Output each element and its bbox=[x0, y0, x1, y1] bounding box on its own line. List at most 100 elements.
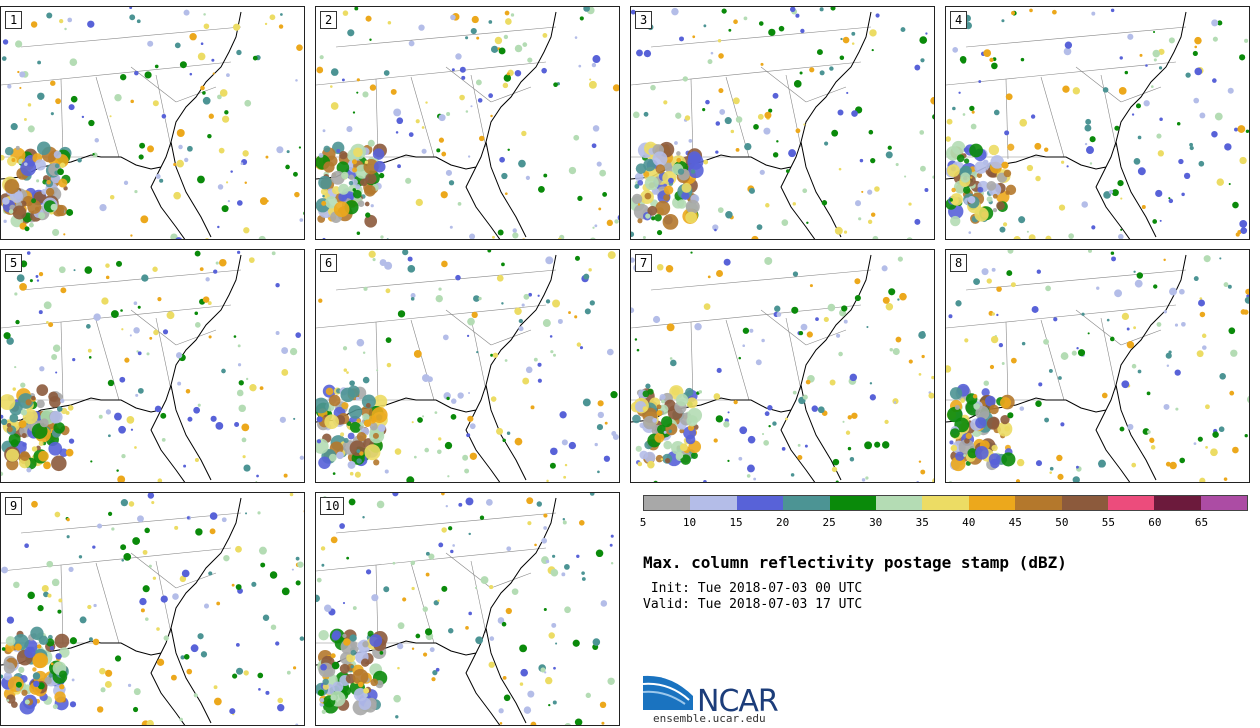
reflectivity-cell bbox=[470, 105, 473, 108]
reflectivity-cell bbox=[397, 643, 404, 650]
reflectivity-cell bbox=[795, 128, 801, 134]
reflectivity-cell bbox=[157, 478, 163, 482]
reflectivity-cell bbox=[406, 476, 415, 482]
reflectivity-cell bbox=[364, 184, 376, 197]
reflectivity-cell bbox=[450, 413, 457, 420]
reflectivity-cell bbox=[1102, 87, 1109, 93]
logo-text: NCAR bbox=[697, 684, 779, 719]
state-border bbox=[805, 86, 847, 103]
state-border bbox=[1075, 66, 1122, 103]
reflectivity-cell bbox=[435, 294, 443, 303]
reflectivity-cell bbox=[591, 143, 597, 149]
reflectivity-cell bbox=[371, 407, 388, 423]
reflectivity-cell bbox=[666, 323, 675, 332]
reflectivity-cell bbox=[38, 450, 49, 462]
reflectivity-cell bbox=[1212, 78, 1217, 83]
reflectivity-cell bbox=[514, 44, 523, 53]
colorbar-tick-label: 50 bbox=[1055, 516, 1069, 529]
reflectivity-cell bbox=[355, 396, 360, 401]
reflectivity-cell bbox=[663, 440, 673, 450]
reflectivity-cell bbox=[654, 214, 662, 222]
reflectivity-cell bbox=[655, 200, 671, 216]
reflectivity-cell bbox=[802, 394, 808, 400]
reflectivity-cell bbox=[821, 200, 828, 206]
reflectivity-cell bbox=[293, 171, 298, 177]
reflectivity-cell bbox=[372, 258, 376, 262]
reflectivity-cell bbox=[632, 111, 640, 119]
reflectivity-cell bbox=[552, 700, 557, 705]
reflectivity-cell bbox=[54, 691, 66, 703]
reflectivity-cell bbox=[92, 545, 96, 549]
reflectivity-cell bbox=[735, 147, 740, 152]
reflectivity-cell bbox=[764, 411, 770, 417]
colorbar-tick-label: 10 bbox=[682, 516, 697, 529]
reflectivity-cell bbox=[138, 154, 144, 160]
reflectivity-cell bbox=[369, 422, 378, 431]
reflectivity-cell bbox=[643, 111, 649, 117]
reflectivity-cell bbox=[395, 131, 399, 134]
reflectivity-cell bbox=[540, 667, 546, 673]
reflectivity-cell bbox=[849, 456, 855, 462]
reflectivity-cell bbox=[410, 560, 416, 566]
reflectivity-cell bbox=[573, 134, 580, 141]
reflectivity-cell bbox=[989, 404, 999, 415]
reflectivity-cell bbox=[550, 568, 559, 577]
state-border bbox=[690, 321, 694, 403]
reflectivity-cell bbox=[84, 266, 93, 274]
reflectivity-cell bbox=[139, 142, 146, 149]
reflectivity-cell bbox=[526, 497, 534, 505]
panel-label: 5 bbox=[5, 254, 23, 272]
reflectivity-cell bbox=[243, 464, 251, 472]
reflectivity-cell bbox=[1089, 162, 1093, 165]
reflectivity-cell bbox=[819, 70, 825, 76]
state-border bbox=[20, 512, 242, 534]
reflectivity-cell bbox=[597, 411, 605, 419]
reflectivity-cell bbox=[685, 199, 700, 214]
reflectivity-cell bbox=[490, 45, 499, 53]
reflectivity-cell bbox=[232, 23, 241, 31]
reflectivity-cell bbox=[189, 33, 197, 41]
reflectivity-cell bbox=[347, 460, 356, 469]
reflectivity-cell bbox=[210, 415, 217, 422]
reflectivity-cell bbox=[859, 158, 864, 163]
reflectivity-cell bbox=[328, 394, 341, 407]
reflectivity-cell bbox=[357, 681, 364, 688]
state-border bbox=[490, 329, 532, 346]
reflectivity-cell bbox=[322, 683, 329, 690]
reflectivity-cell bbox=[361, 394, 376, 409]
reflectivity-cell bbox=[971, 110, 975, 114]
reflectivity-cell bbox=[663, 100, 668, 105]
reflectivity-cell bbox=[321, 709, 326, 714]
reflectivity-cell bbox=[501, 262, 505, 267]
reflectivity-cell bbox=[594, 224, 598, 228]
reflectivity-cell bbox=[674, 141, 678, 145]
reflectivity-cell bbox=[574, 36, 578, 39]
reflectivity-cell bbox=[269, 14, 276, 21]
reflectivity-cell bbox=[1137, 135, 1142, 140]
reflectivity-cell bbox=[772, 92, 779, 99]
reflectivity-cell bbox=[843, 230, 848, 234]
reflectivity-cell bbox=[1194, 67, 1203, 76]
reflectivity-map bbox=[946, 8, 1249, 239]
reflectivity-cell bbox=[67, 405, 74, 411]
reflectivity-cell bbox=[16, 274, 25, 282]
reflectivity-cell bbox=[286, 150, 290, 154]
state-border bbox=[650, 269, 872, 291]
reflectivity-cell bbox=[847, 446, 852, 451]
reflectivity-cell bbox=[129, 7, 133, 10]
reflectivity-cell bbox=[346, 421, 352, 427]
reflectivity-cell bbox=[373, 160, 386, 173]
state-border bbox=[410, 319, 435, 401]
reflectivity-cell bbox=[946, 365, 952, 373]
reflectivity-cell bbox=[889, 348, 893, 352]
reflectivity-cell bbox=[145, 617, 149, 621]
reflectivity-cell bbox=[738, 456, 743, 461]
reflectivity-cell bbox=[316, 577, 322, 583]
reflectivity-cell bbox=[655, 164, 666, 174]
reflectivity-cell bbox=[506, 431, 511, 435]
reflectivity-cell bbox=[174, 42, 181, 49]
reflectivity-cell bbox=[336, 451, 344, 460]
reflectivity-cell bbox=[545, 676, 553, 685]
coastline bbox=[1, 11, 242, 239]
reflectivity-cell bbox=[1143, 100, 1150, 107]
